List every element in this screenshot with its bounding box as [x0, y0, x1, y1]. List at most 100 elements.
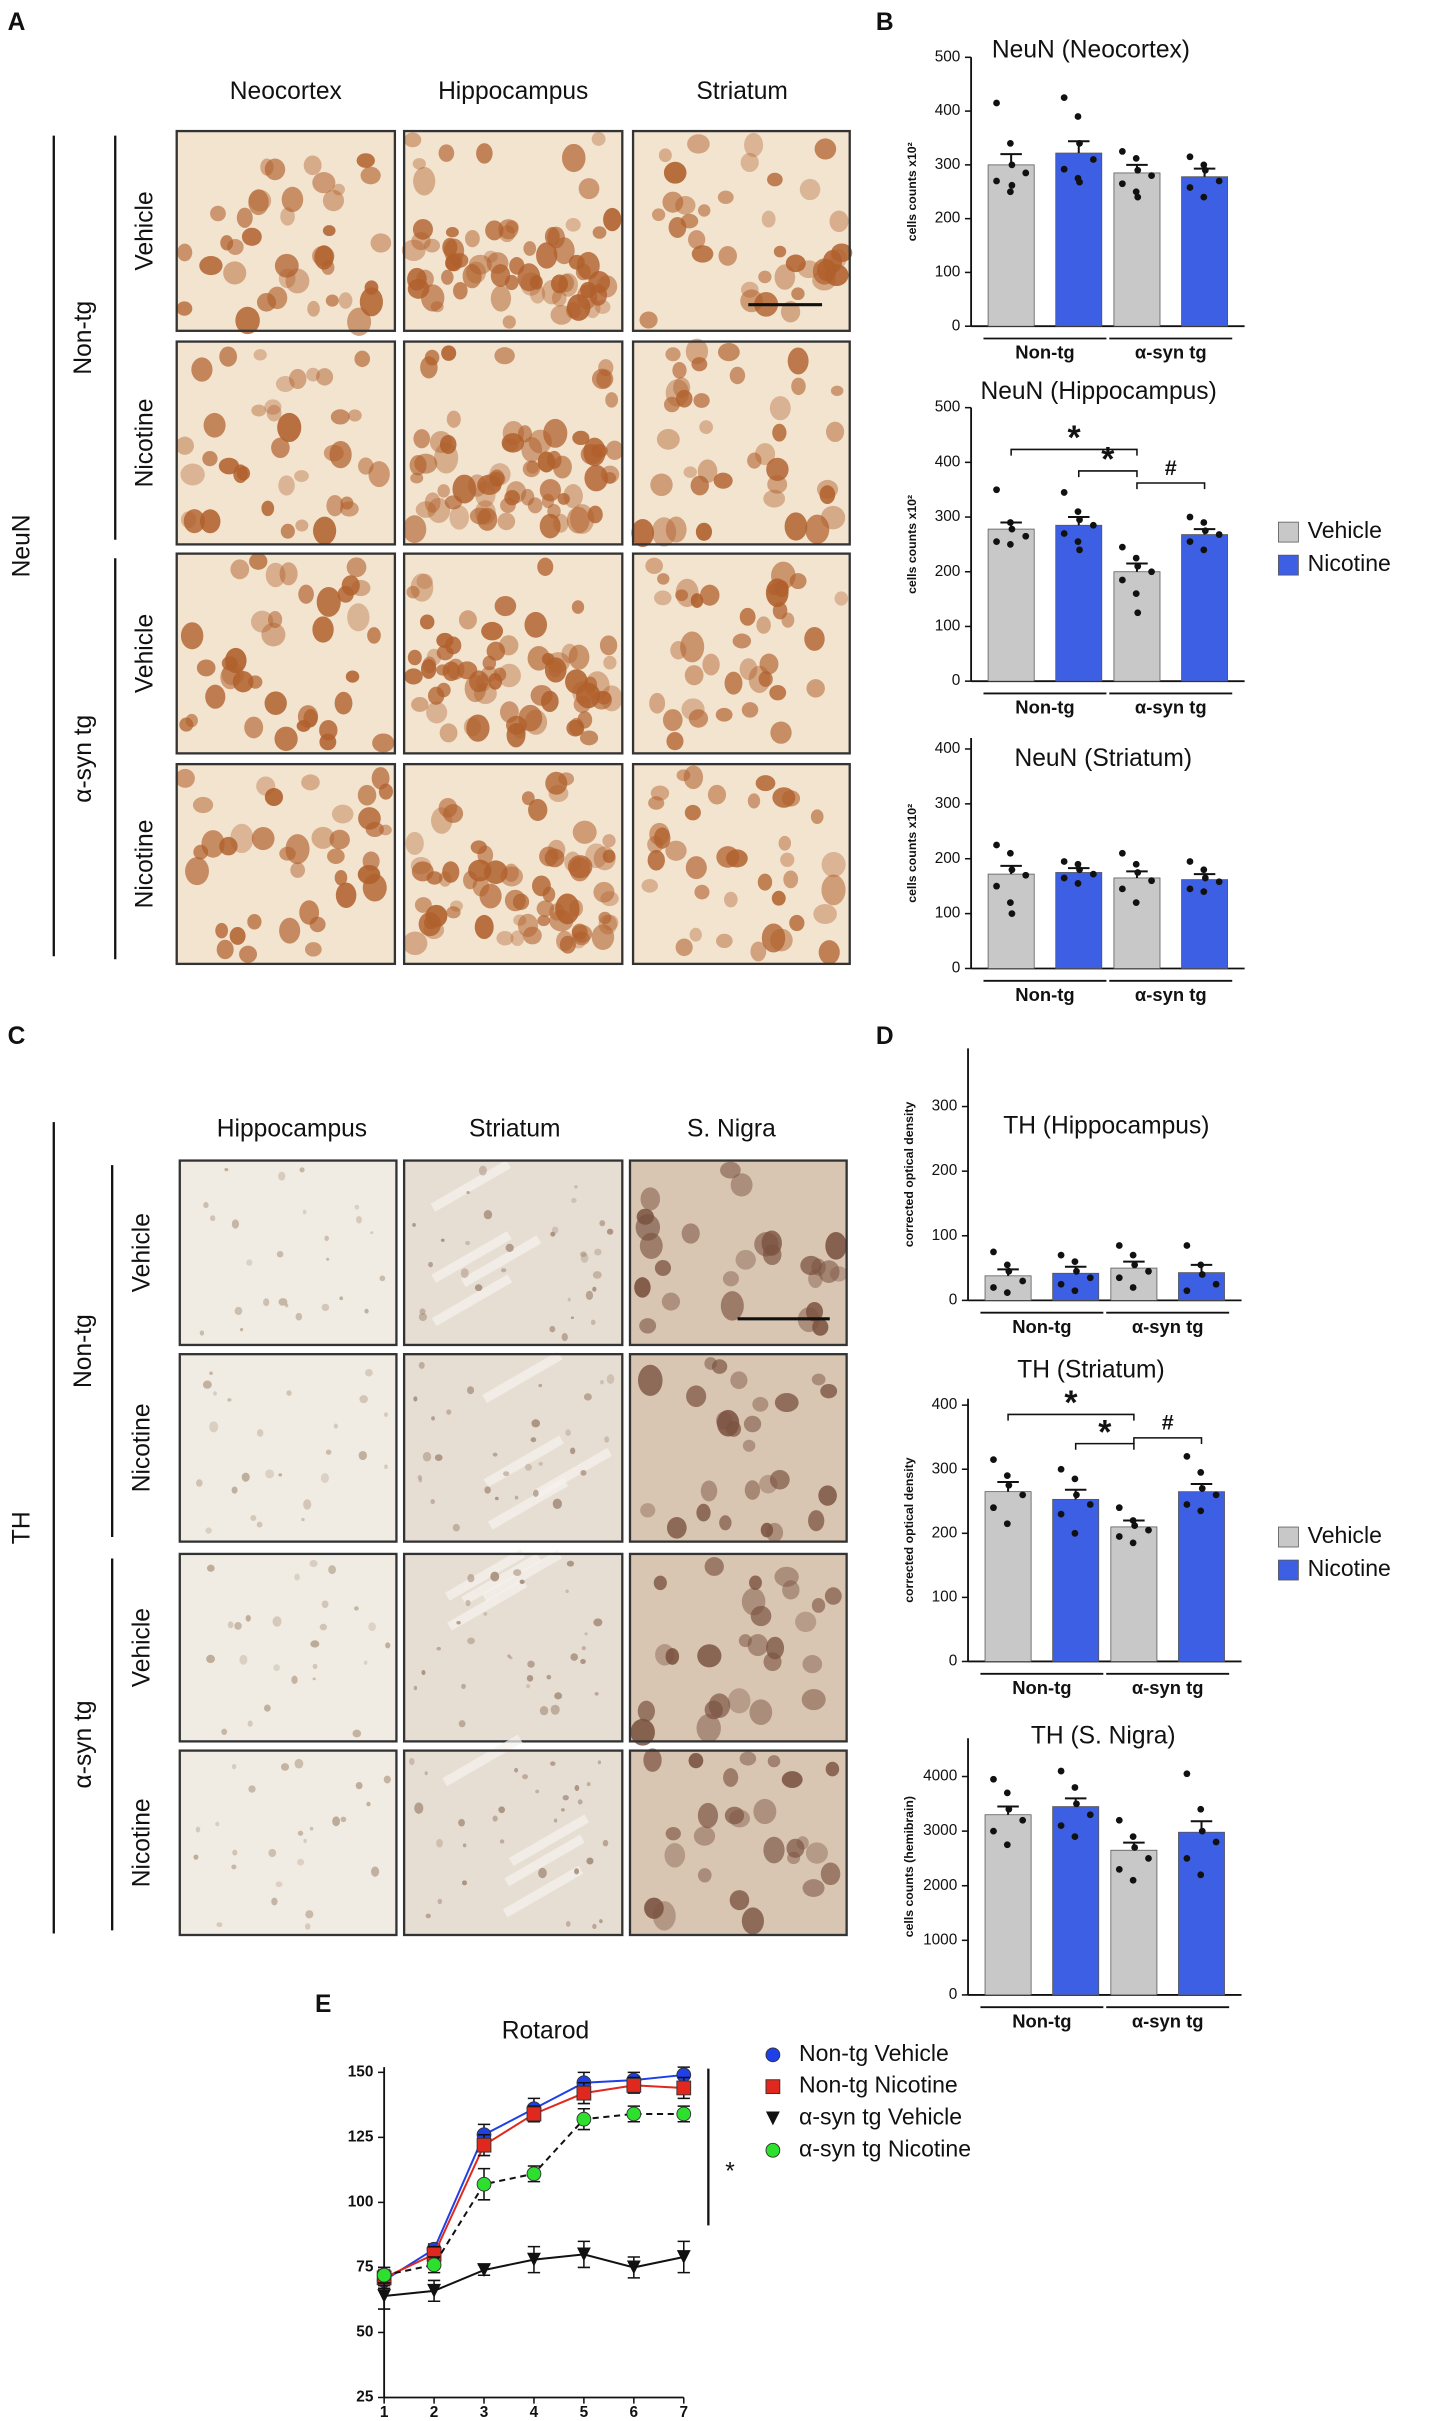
cell	[467, 1574, 475, 1583]
micrograph-frame	[631, 762, 851, 966]
cell	[494, 347, 515, 365]
cell	[438, 144, 455, 162]
micrograph	[631, 338, 851, 548]
cell	[547, 504, 561, 519]
data-point	[1198, 1827, 1206, 1835]
cell	[345, 670, 360, 683]
cell	[778, 835, 792, 851]
bar	[1113, 877, 1161, 969]
column-header: Striatum	[696, 78, 788, 105]
tissue-streak	[508, 1814, 590, 1866]
cell	[486, 641, 506, 661]
cell	[278, 1171, 286, 1181]
y-tick-label: 4000	[923, 1768, 957, 1785]
row-label: Nicotine	[128, 1404, 155, 1493]
cell	[264, 1704, 271, 1712]
cell	[570, 1316, 574, 1320]
data-point	[1186, 538, 1194, 546]
cell	[423, 238, 440, 253]
cell	[199, 509, 221, 534]
cell	[771, 890, 786, 906]
cell	[639, 311, 658, 329]
micrograph-frame	[631, 340, 851, 546]
cell	[767, 1755, 781, 1768]
cell	[303, 155, 322, 176]
cell	[313, 516, 337, 545]
marker	[376, 2267, 392, 2283]
cell	[220, 235, 234, 251]
cell	[418, 912, 442, 937]
data-point	[1118, 180, 1126, 188]
cell	[523, 241, 537, 256]
data-point	[1132, 899, 1140, 907]
cell	[707, 784, 727, 805]
cell	[592, 1286, 597, 1292]
cell	[445, 227, 459, 238]
cell	[514, 1767, 519, 1773]
cell	[716, 933, 733, 949]
cell	[302, 1209, 307, 1215]
y-axis-label: cells counts (hemibrain)	[902, 1796, 916, 1937]
cell	[492, 1815, 498, 1822]
cell	[231, 1486, 238, 1494]
cell	[462, 1843, 467, 1848]
group-label: Non-tg	[70, 1314, 97, 1388]
cell	[655, 1644, 675, 1666]
cell	[822, 250, 842, 274]
cell	[539, 846, 559, 867]
cell	[565, 217, 581, 232]
cell	[727, 1688, 751, 1714]
y-tick-label: 300	[932, 1098, 958, 1115]
cell	[294, 470, 309, 482]
tissue-streak	[482, 1351, 563, 1404]
cell	[245, 1614, 251, 1622]
cell	[597, 1760, 602, 1765]
tissue-streak	[504, 1834, 585, 1887]
cell	[762, 1244, 782, 1266]
legend-label: α-syn tg Nicotine	[799, 2135, 971, 2161]
cell	[334, 691, 353, 715]
cell	[411, 697, 429, 712]
cell	[747, 1634, 769, 1657]
cell	[681, 698, 705, 721]
cell	[789, 914, 805, 932]
significance-label: *	[725, 2159, 735, 2186]
cell	[688, 230, 706, 250]
cell	[289, 368, 307, 389]
y-tick-label: 200	[935, 210, 961, 227]
cell	[665, 1648, 680, 1665]
cell	[498, 219, 519, 240]
cell	[830, 385, 844, 397]
cell	[580, 1658, 586, 1665]
data-point	[1071, 1287, 1079, 1295]
cell	[326, 1257, 330, 1261]
cell	[691, 357, 708, 372]
micrograph	[175, 129, 397, 337]
cell	[740, 152, 759, 173]
cell	[605, 440, 624, 460]
cell	[280, 207, 295, 226]
cell	[466, 714, 490, 742]
cell	[441, 269, 454, 285]
cell	[538, 1867, 547, 1879]
data-point	[1005, 1267, 1013, 1275]
cell	[319, 719, 338, 741]
cell	[271, 1897, 278, 1906]
micrograph-frame	[628, 1159, 848, 1347]
panel-letter: C	[8, 1023, 26, 1050]
data-point	[1132, 554, 1140, 562]
cell	[494, 595, 517, 617]
cell	[665, 840, 687, 861]
cell	[513, 914, 527, 926]
cell	[470, 840, 487, 854]
cell	[488, 673, 503, 690]
data-point	[1019, 1816, 1027, 1824]
data-point	[1074, 860, 1082, 868]
column-header: S. Nigra	[687, 1115, 776, 1142]
cell	[697, 1644, 722, 1668]
cell	[210, 1215, 216, 1222]
cell	[531, 1419, 541, 1428]
cell	[665, 1826, 681, 1841]
cell	[713, 472, 733, 489]
cell	[467, 1637, 475, 1645]
